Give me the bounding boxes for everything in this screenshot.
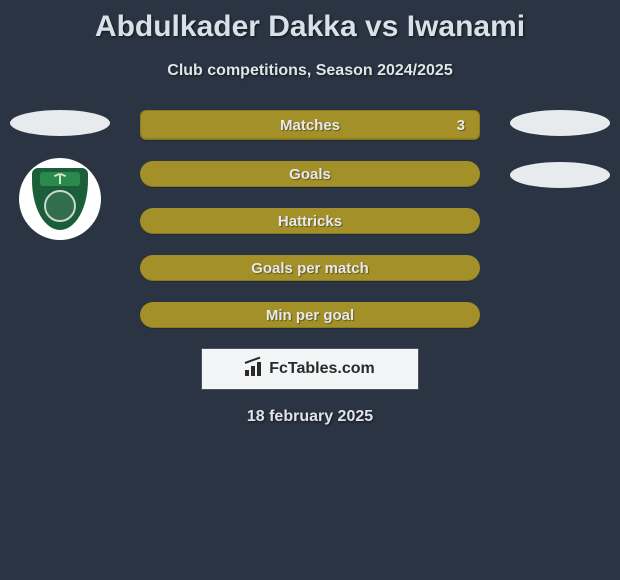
stat-label: Hattricks (278, 213, 342, 230)
stat-label: Goals (289, 166, 331, 183)
stat-bar-matches: Matches 3 (140, 110, 480, 140)
stat-value: 3 (457, 117, 465, 134)
stat-bar-min-per-goal: Min per goal (140, 302, 480, 328)
player2-photo-placeholder (510, 110, 610, 136)
bar-chart-icon (245, 362, 263, 376)
player1-club-logo (19, 158, 101, 240)
stat-bar-hattricks: Hattricks (140, 208, 480, 234)
player2-club-placeholder (510, 162, 610, 188)
watermark: FcTables.com (201, 348, 419, 390)
left-player-col (10, 110, 110, 240)
stat-bar-goals-per-match: Goals per match (140, 255, 480, 281)
shield-icon (32, 168, 88, 230)
stat-label: Goals per match (251, 260, 369, 277)
stat-bar-goals: Goals (140, 161, 480, 187)
comparison-row: Matches 3 Goals Hattricks Goals per matc… (0, 110, 620, 328)
page-title: Abdulkader Dakka vs Iwanami (0, 0, 620, 44)
date: 18 february 2025 (0, 408, 620, 426)
stat-label: Matches (280, 117, 340, 134)
subtitle: Club competitions, Season 2024/2025 (0, 62, 620, 80)
stat-label: Min per goal (266, 307, 354, 324)
right-player-col (510, 110, 610, 188)
player1-photo-placeholder (10, 110, 110, 136)
watermark-text: FcTables.com (269, 360, 375, 378)
stats-bars: Matches 3 Goals Hattricks Goals per matc… (140, 110, 480, 328)
